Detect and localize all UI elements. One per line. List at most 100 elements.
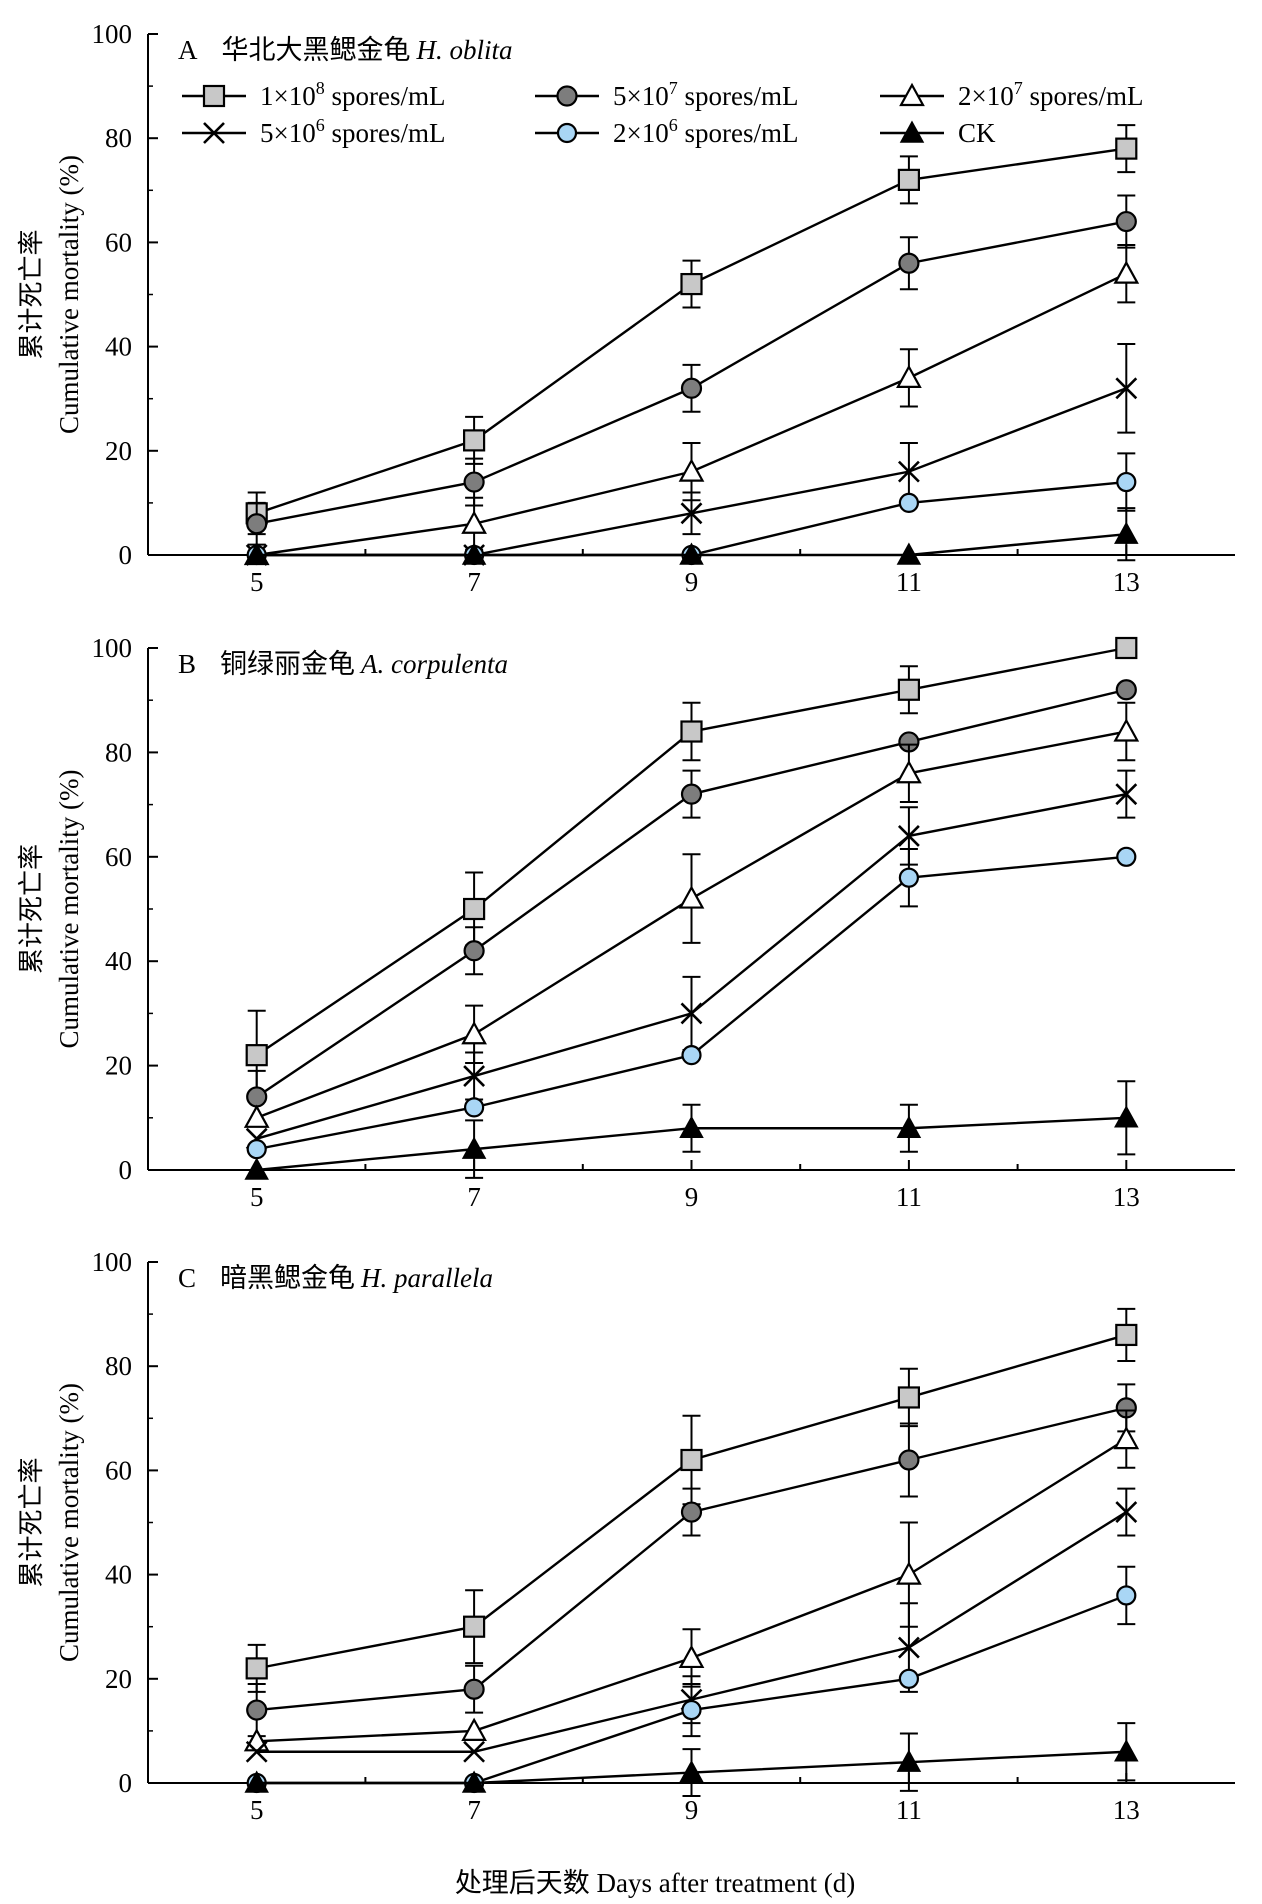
legend-label: CK [958,118,996,148]
marker-circle [246,513,268,535]
legend-label-exp: 7 [669,78,678,98]
legend-label-main: CK [958,118,996,148]
panel-species-latin: A. corpulenta [359,649,508,679]
panel-c: 0 20 40 60 80 100 5 7 9 11 13 累计死亡率 Cumulative morta… [17,1247,1235,1825]
legend-label-main: 2×10 [958,81,1014,111]
x-tick-label: 9 [685,1182,699,1212]
marker-triangle [1113,260,1140,284]
legend-label: 5×107 spores/mL [613,78,798,111]
x-tick-label: 13 [1113,567,1140,597]
marker-circle [1116,471,1137,493]
panel-species-latin: H. oblita [416,35,513,65]
marker-cross [1115,377,1138,400]
legend-label: 1×108 spores/mL [260,78,445,111]
series-0 [245,636,1138,1101]
panel-species-cn: 铜绿丽金龟 [220,649,355,679]
marker-circle [1115,679,1137,701]
y-tick-label: 80 [105,1351,132,1381]
x-tick-label: 7 [467,1182,481,1212]
marker-triangle [896,1561,922,1585]
marker-square [1115,1323,1138,1347]
marker-square [1115,636,1138,660]
marker-square [245,1657,268,1680]
marker-square [680,720,703,743]
series-5 [244,1722,1139,1798]
marker-square [463,1615,486,1638]
y-tick-label: 40 [105,1560,132,1590]
y-tick-label: 60 [105,1455,132,1485]
y-tick-label: 20 [105,1051,132,1081]
panel-species-cn: 暗黑鳃金龟 [220,1263,355,1293]
y-tick-label: 40 [105,332,132,362]
marker-square [463,429,486,452]
marker-circle [1116,1585,1137,1606]
panel-a: 0 20 40 60 80 100 5 7 9 11 13 累计死亡率 Cumulative morta… [17,19,1235,597]
marker-square [1115,137,1138,160]
marker-circle [898,1449,920,1471]
marker-triangle [896,759,922,784]
marker-triangle [1114,1105,1139,1128]
marker-triangle [244,1157,269,1180]
x-tick-label: 7 [467,567,481,597]
series-4 [246,846,1137,1160]
marker-circle [680,783,703,805]
legend-label-exp: 6 [669,115,678,135]
y-axis-title-cn: 累计死亡率 [17,1457,46,1587]
panel-letter: A [178,35,198,65]
marker-circle [1115,210,1137,233]
panel-species-latin: H. parallela [360,1263,493,1293]
marker-triangle [899,120,925,143]
y-axis-title: Cumulative mortality (%) [54,770,84,1049]
marker-triangle [1114,521,1139,544]
legend-item: 2×107 spores/mL [880,78,1143,111]
marker-triangle [678,458,705,482]
marker-triangle [461,1020,487,1045]
marker-cross [897,825,920,847]
y-tick-label: 80 [105,737,132,767]
y-tick-label: 0 [119,1768,133,1798]
legend-label: 2×106 spores/mL [613,115,798,148]
x-tick-label: 5 [250,1795,264,1825]
legend-label-main: 1×10 [260,81,316,111]
marker-triangle [461,510,487,534]
panel-letter: C [178,1263,196,1293]
panel-b: 0 20 40 60 80 100 5 7 9 11 13 累计死亡率 Cumulative morta… [17,633,1235,1212]
marker-triangle [679,1115,704,1138]
series-5 [244,1080,1139,1180]
marker-circle [463,471,485,493]
marker-triangle [1113,1425,1140,1450]
marker-circle [246,1139,267,1160]
x-tick-label: 5 [250,567,264,597]
marker-square [245,1044,268,1067]
marker-square [897,678,921,701]
x-tick-label: 7 [467,1795,481,1825]
legend-label-unit: spores/mL [1023,81,1144,111]
marker-triangle [896,364,922,388]
marker-triangle [678,1644,705,1669]
marker-circle [898,492,920,513]
marker-triangle [896,1115,922,1138]
marker-square [463,897,486,921]
legend-label: 5×106 spores/mL [260,115,445,148]
marker-circle [680,377,703,399]
marker-triangle [679,1760,704,1783]
marker-circle [898,1668,920,1689]
legend-label-unit: spores/mL [325,118,446,148]
y-tick-label: 60 [105,227,132,257]
marker-cross [203,122,225,144]
y-axis-title: Cumulative mortality (%) [54,1383,84,1662]
marker-triangle [461,542,487,565]
marker-cross [1115,1501,1138,1523]
panel-letter: B [178,649,196,679]
x-tick-label: 9 [685,1795,699,1825]
marker-circle [680,1501,703,1523]
marker-circle [464,1097,485,1118]
marker-triangle [679,542,704,565]
marker-triangle [461,1136,487,1159]
legend-label-main: 5×10 [613,81,669,111]
legend-label: 2×107 spores/mL [958,78,1143,111]
y-axis-title-cn: 累计死亡率 [17,844,46,974]
legend-label-unit: spores/mL [678,81,799,111]
marker-circle [898,252,920,274]
